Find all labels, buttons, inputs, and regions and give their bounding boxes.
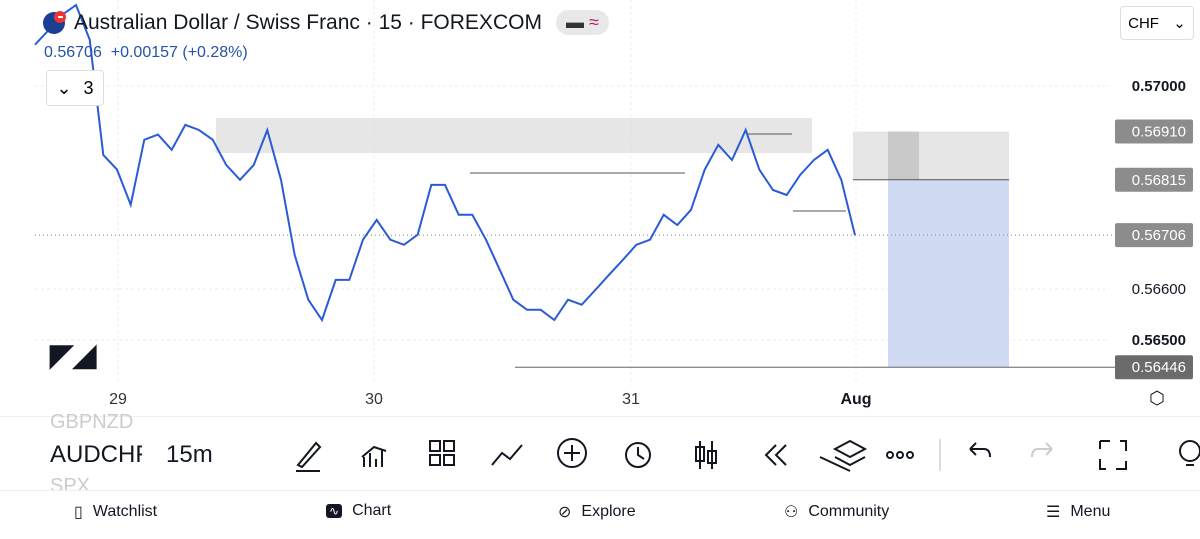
interval[interactable]: 15m xyxy=(166,441,213,468)
nav-item[interactable]: ⚇ Community xyxy=(784,502,889,522)
symbol-header: Australian Dollar / Swiss Franc · 15 · F… xyxy=(42,10,609,35)
nav-label: Watchlist xyxy=(92,503,158,520)
target-zone xyxy=(888,179,1009,368)
y-tick-label: 0.57000 xyxy=(1132,78,1186,95)
flag-icon xyxy=(43,10,66,34)
price-badge-label: 0.56706 xyxy=(1132,227,1186,244)
price-line: 0.56706 +0.00157 (+0.28%) xyxy=(44,44,248,62)
price-badge xyxy=(1115,223,1193,248)
chart: 29 30 31 Aug 0.57000 0.56600 0.56500 0.56910 0.5… xyxy=(34,0,1193,408)
nav-label: Explore xyxy=(581,503,636,520)
indicator-count: 3 xyxy=(83,77,94,98)
price-badge xyxy=(1115,119,1193,144)
nav-label: Chart xyxy=(352,502,392,519)
stop-zone xyxy=(853,131,1009,180)
price-path xyxy=(34,3,856,323)
x-tick-label: 31 xyxy=(622,391,640,408)
x-tick-label: 30 xyxy=(365,391,383,408)
nav-item[interactable]: ▯ Watchlist xyxy=(74,502,157,522)
price-badge-label: 0.56446 xyxy=(1132,359,1186,376)
chevron: ⌄ xyxy=(1173,15,1186,32)
nav-item[interactable]: ☰ Menu xyxy=(1046,502,1110,522)
tool-icons[interactable] xyxy=(290,435,1200,475)
supply-zone xyxy=(216,118,812,153)
market-status[interactable]: ▬ ≈ xyxy=(555,10,609,35)
nav-label: Menu xyxy=(1070,503,1111,520)
settings-icon: ⬡ xyxy=(1149,388,1165,408)
y-tick-label: 0.56500 xyxy=(1132,332,1186,349)
nav-icon: ▯ xyxy=(74,504,83,521)
currency: CHF xyxy=(1128,14,1159,32)
price-badge-label: 0.56910 xyxy=(1132,124,1186,141)
y-tick-label: 0.56600 xyxy=(1132,281,1186,298)
watchlist-next[interactable]: SPX xyxy=(50,475,91,491)
entry-marker xyxy=(888,131,919,180)
chevron: ⌄ xyxy=(56,77,72,98)
toolbar: GBPNZD AUDCHF SPX 15m xyxy=(0,411,1200,491)
price-badge xyxy=(1115,167,1193,192)
last-price: 0.56706 xyxy=(44,44,102,61)
bottom-nav xyxy=(0,490,1200,539)
nav-item[interactable]: ⊘ Explore xyxy=(558,502,636,522)
nav-icon: ☰ xyxy=(1046,504,1061,521)
nav-icon: ∿ xyxy=(326,504,343,518)
price-badge xyxy=(1115,355,1193,380)
nav-icon: ⚇ xyxy=(784,504,799,521)
indicator-toggle[interactable]: ⌄ 3 xyxy=(46,70,104,106)
toolbar-symbol[interactable]: AUDCHF xyxy=(50,441,142,468)
symbol-title[interactable]: Australian Dollar / Swiss Franc · 15 · F… xyxy=(74,10,542,34)
x-tick-label: 29 xyxy=(109,391,127,408)
currency-select[interactable]: CHF ⌄ xyxy=(1120,6,1194,40)
nav-icon: ⊘ xyxy=(558,504,572,521)
price-badge-label: 0.56815 xyxy=(1132,172,1186,189)
nav-item[interactable]: ∿ Chart xyxy=(326,502,391,520)
watchlist-prev[interactable]: GBPNZD xyxy=(50,411,134,433)
price-change: +0.00157 (+0.28%) xyxy=(110,44,248,61)
nav-label: Community xyxy=(808,503,890,520)
x-tick-label: Aug xyxy=(840,391,871,408)
tv-logo: ◤◢ xyxy=(50,339,97,372)
